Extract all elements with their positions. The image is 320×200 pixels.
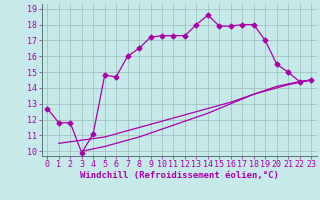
X-axis label: Windchill (Refroidissement éolien,°C): Windchill (Refroidissement éolien,°C) — [80, 171, 279, 180]
